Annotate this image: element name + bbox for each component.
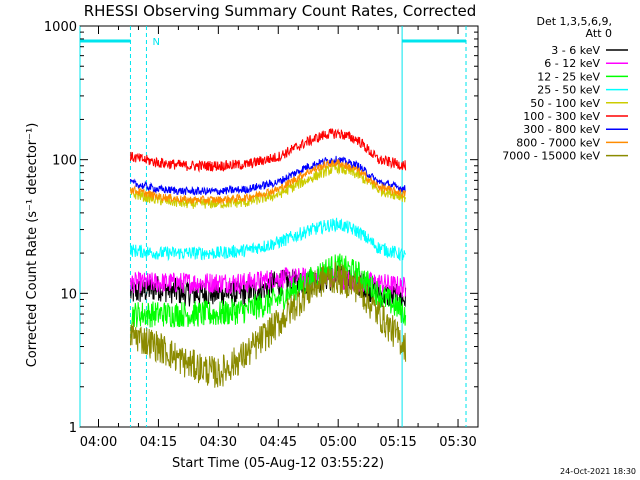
y-tick-label: 1000 [44, 20, 77, 35]
legend-label: 3 - 6 keV [551, 44, 600, 57]
series-line [130, 262, 407, 388]
legend-label: 800 - 7000 keV [516, 136, 600, 149]
axis-ticks: 1 10 100 1000 04:00 04:15 04:30 04:45 05:00 05:15… [44, 20, 479, 450]
series-line [130, 217, 407, 262]
legend-label: 100 - 300 keV [523, 110, 600, 123]
x-tick-label: 04:15 [140, 435, 177, 450]
legend-label: 7000 - 15000 keV [502, 150, 600, 163]
x-tick-label: 05:00 [319, 435, 356, 450]
x-axis-label: Start Time (05-Aug-12 03:55:22) [172, 456, 384, 471]
plot-border [79, 25, 479, 428]
series-lines [130, 128, 407, 388]
legend-header: Att 0 [586, 27, 612, 40]
y-tick-label: 100 [52, 154, 77, 169]
legend-label: 6 - 12 keV [544, 57, 600, 70]
x-tick-label: 04:00 [80, 435, 117, 450]
night-saa-indicators: N [79, 26, 467, 427]
y-axis-label: Corrected Count Rate (s⁻¹ detector⁻¹) [25, 123, 40, 368]
y-tick-label: 1 [69, 421, 77, 436]
x-tick-label: 05:30 [439, 435, 476, 450]
timestamp: 24-Oct-2021 18:30 [560, 467, 636, 476]
legend-label: 300 - 800 keV [523, 123, 600, 136]
y-tick-label: 10 [60, 287, 77, 302]
x-tick-label: 05:15 [379, 435, 416, 450]
legend-label: 12 - 25 keV [537, 70, 600, 83]
legend-header: Det 1,3,5,6,9, [536, 15, 612, 28]
x-tick-label: 04:45 [260, 435, 297, 450]
chart-title: RHESSI Observing Summary Count Rates, Co… [84, 2, 477, 20]
series-line [130, 158, 407, 205]
x-tick-label: 04:30 [200, 435, 237, 450]
series-line [130, 128, 407, 173]
night-flag-label: N [152, 37, 159, 48]
legend-label: 50 - 100 keV [530, 97, 600, 110]
series-line [130, 162, 407, 209]
plot-frame [79, 25, 479, 428]
legend-label: 25 - 50 keV [537, 84, 600, 97]
